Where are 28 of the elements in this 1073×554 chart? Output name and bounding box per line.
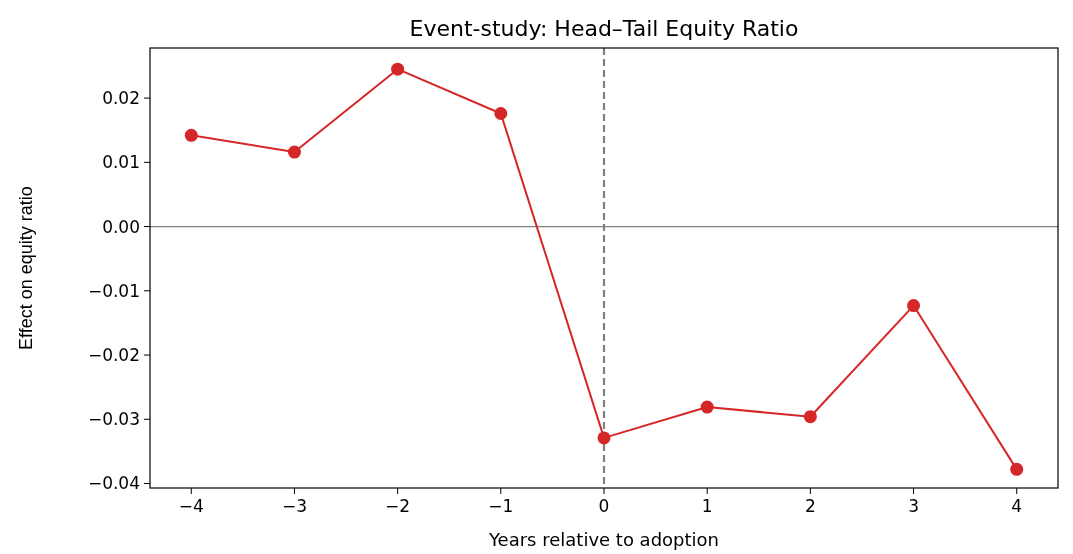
x-tick-label: 2 [804, 496, 816, 516]
x-axis-title: Years relative to adoption [488, 529, 719, 550]
point [700, 400, 714, 414]
x-tick-label: 3 [908, 496, 919, 516]
y-tick-label: −0.03 [87, 409, 140, 430]
point [907, 299, 921, 313]
point [287, 145, 301, 159]
point [494, 107, 508, 121]
chart-title: Event-study: Head–Tail Equity Ratio [409, 16, 799, 41]
x-tick-label: −4 [178, 496, 204, 516]
y-tick-label: 0.00 [102, 216, 140, 237]
x-tick-label: 1 [701, 496, 713, 516]
y-tick-label: 0.01 [102, 152, 140, 173]
y-tick-label: −0.01 [87, 280, 140, 301]
y-axis-title: Effect on equity ratio [16, 186, 36, 350]
point [597, 431, 611, 445]
x-tick-label: 4 [1011, 496, 1023, 516]
point [391, 62, 405, 76]
point [1010, 462, 1024, 476]
x-tick-label: −3 [281, 496, 307, 516]
x-tick-label: 0 [598, 496, 610, 516]
x-tick-label: −1 [488, 496, 514, 516]
point [803, 410, 817, 424]
y-tick-label: −0.04 [87, 473, 140, 494]
y-tick-label: −0.02 [87, 344, 140, 365]
y-tick-label: 0.02 [102, 88, 140, 109]
x-tick-label: −2 [385, 496, 411, 516]
point [184, 128, 198, 142]
